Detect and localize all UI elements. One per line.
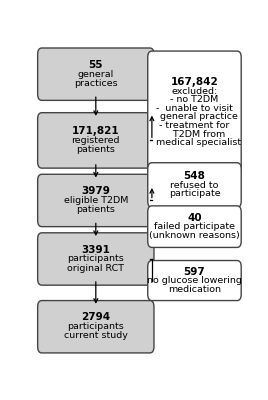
Text: 3391: 3391 (81, 245, 110, 255)
Text: T2DM from: T2DM from (164, 130, 225, 139)
Text: current study: current study (64, 332, 128, 340)
Text: - no T2DM: - no T2DM (170, 95, 219, 104)
FancyBboxPatch shape (148, 51, 241, 174)
Text: 548: 548 (184, 172, 205, 182)
Text: general practice: general practice (151, 112, 238, 122)
Text: medical specialist: medical specialist (147, 138, 241, 147)
Text: no glucose lowering: no glucose lowering (147, 276, 242, 285)
FancyBboxPatch shape (148, 163, 241, 207)
Text: 171,821: 171,821 (72, 126, 120, 136)
Text: 167,842: 167,842 (171, 78, 218, 88)
Text: - treatment for: - treatment for (159, 121, 230, 130)
FancyBboxPatch shape (38, 233, 154, 285)
Text: refused to: refused to (170, 180, 219, 190)
Text: 40: 40 (187, 213, 202, 223)
FancyBboxPatch shape (38, 174, 154, 227)
Text: 55: 55 (88, 60, 103, 70)
Text: participate: participate (169, 189, 220, 198)
Text: 2794: 2794 (81, 312, 110, 322)
Text: participants: participants (68, 254, 124, 264)
Text: failed participate: failed participate (154, 222, 235, 231)
Text: medication: medication (168, 285, 221, 294)
Text: 3979: 3979 (81, 186, 110, 196)
FancyBboxPatch shape (148, 260, 241, 300)
Text: participants: participants (68, 322, 124, 331)
Text: patients: patients (76, 145, 115, 154)
Text: excluded:: excluded: (171, 87, 218, 96)
Text: 597: 597 (184, 267, 205, 277)
FancyBboxPatch shape (38, 113, 154, 168)
Text: general: general (78, 70, 114, 79)
Text: original RCT: original RCT (67, 264, 124, 273)
Text: -  unable to visit: - unable to visit (156, 104, 233, 113)
Text: practices: practices (74, 79, 118, 88)
Text: patients: patients (76, 205, 115, 214)
Text: (unknown reasons): (unknown reasons) (149, 231, 240, 240)
Text: eligible T2DM: eligible T2DM (64, 196, 128, 205)
Text: registered: registered (72, 136, 120, 145)
FancyBboxPatch shape (38, 48, 154, 100)
FancyBboxPatch shape (38, 300, 154, 353)
FancyBboxPatch shape (148, 206, 241, 248)
